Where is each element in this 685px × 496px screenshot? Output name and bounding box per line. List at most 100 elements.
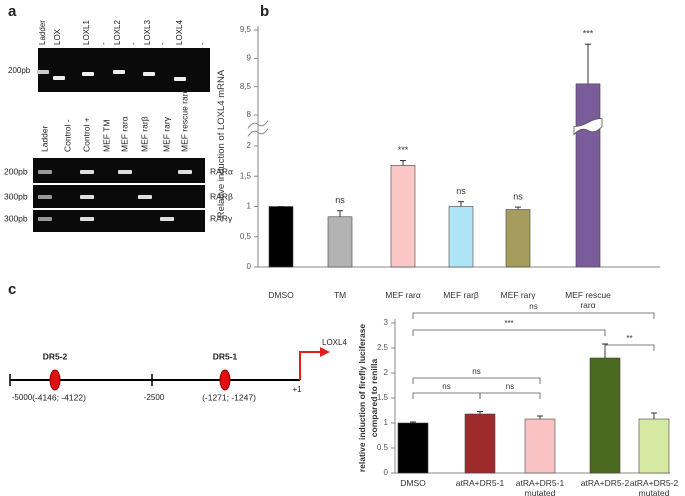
lane-label: MEF rarβ [139,116,149,152]
x-tick-label: atRA+DR5-1 mutated [515,478,565,496]
bar [505,209,531,268]
lane-label: LOX [53,28,62,45]
lane-label: Ladder [39,125,49,152]
x-tick-label: MEF rescue rarα [565,290,611,310]
gel-band [38,170,52,174]
y-tick-label: 0.5 [377,443,389,452]
gene-label: RARβ [210,191,233,201]
element-name: DR5-1 [213,351,238,361]
gel-band [143,72,155,76]
tss-arrow [299,351,322,380]
gel-band [118,170,132,174]
panel-label: a [8,3,17,20]
significance-label: *** [583,29,594,39]
significance-label: *** [398,145,409,155]
element-range: (-1271; -1247) [202,392,256,402]
gel-band [80,195,94,199]
gene-label: RARγ [210,213,233,223]
position-label: +1 [292,385,302,394]
gel-band [38,217,52,221]
x-tick-label: MEF rarβ [443,290,479,300]
bar [464,413,496,474]
element-name: DR5-2 [43,351,68,361]
lane-label: - [158,42,167,45]
gel-image [33,210,205,232]
lane-label: MEF rescue rarα [179,88,189,152]
bar [589,357,621,474]
comparison-bracket [412,377,541,384]
y-axis-label: relative induction of firefly luciferase… [357,323,379,473]
lane-label: LOXL2 [113,20,122,45]
gel-band [38,195,52,199]
lane-label: MEF rarγ [161,116,171,152]
x-tick-label: TM [333,290,347,300]
tss-arrowhead [320,347,330,357]
panel-label: c [8,281,16,298]
x-tick-label: MEF rarγ [500,290,536,300]
gel-band [178,170,192,174]
lane-label: - [129,42,138,45]
x-tick-label: atRA+DR5-2 [580,478,630,488]
lane-label: LOXL1 [82,20,91,45]
y-tick-label: 1 [247,202,252,211]
y-tick-label: 2 [384,368,389,377]
significance-label: ns [506,382,514,391]
gel-band [160,217,174,221]
y-tick-label: 9,5 [240,25,252,34]
gel-image [33,185,205,208]
bar [327,216,353,268]
significance-label: ns [529,302,537,311]
y-tick-label: 2 [247,141,252,150]
significance-label: ns [335,195,345,205]
bar [638,418,670,474]
comparison-bracket [604,344,655,351]
gel-band [80,217,94,221]
position-label: -5000 [12,393,33,402]
bar [524,418,556,474]
position-label: -2500 [144,393,165,402]
lane-label: MEF TM [101,120,111,152]
x-tick-label: MEF rarα [385,290,421,300]
response-element [49,369,61,391]
marker-label: 200pb [8,66,31,75]
lane-label: Control + [81,117,91,152]
bar [268,206,294,268]
lane-label: MEF rarα [119,116,129,152]
y-tick-label: 0 [384,468,389,477]
gel-band [53,76,65,80]
axis-break [247,120,269,137]
marker-label: 300pb [4,191,28,201]
significance-label: ns [513,191,523,201]
marker-label: 300pb [4,213,28,223]
lane-label: LOXL4 [175,20,184,45]
y-tick-label: 1,5 [240,171,252,180]
significance-label: ns [456,186,466,196]
gene-label: RARα [210,166,233,176]
y-axis-label: Relative induction of LOXL4 mRNA [216,69,227,219]
significance-label: ** [626,334,632,343]
lane-label: Ladder [38,20,47,45]
gel-band [80,170,94,174]
element-range: (-4146; -4122) [32,392,86,402]
significance-label: ns [442,382,450,391]
y-tick-label: 0,5 [240,232,252,241]
y-tick-label: 8 [247,110,252,119]
y-tick-label: 2.5 [377,343,389,352]
lane-label: LOXL3 [143,20,152,45]
gel-band [37,70,49,74]
y-tick-label: 0 [247,262,252,271]
response-element [219,369,231,391]
bar [390,165,416,268]
gel-band [82,72,94,76]
y-tick-label: 8,5 [240,82,252,91]
comparison-bracket [479,392,541,399]
y-tick-label: 9 [247,53,252,62]
lane-label: - [198,42,207,45]
significance-label: *** [504,319,513,328]
y-tick-label: 3 [384,318,389,327]
panel-label: b [260,3,269,20]
bar [448,206,474,268]
significance-label: ns [472,367,480,376]
